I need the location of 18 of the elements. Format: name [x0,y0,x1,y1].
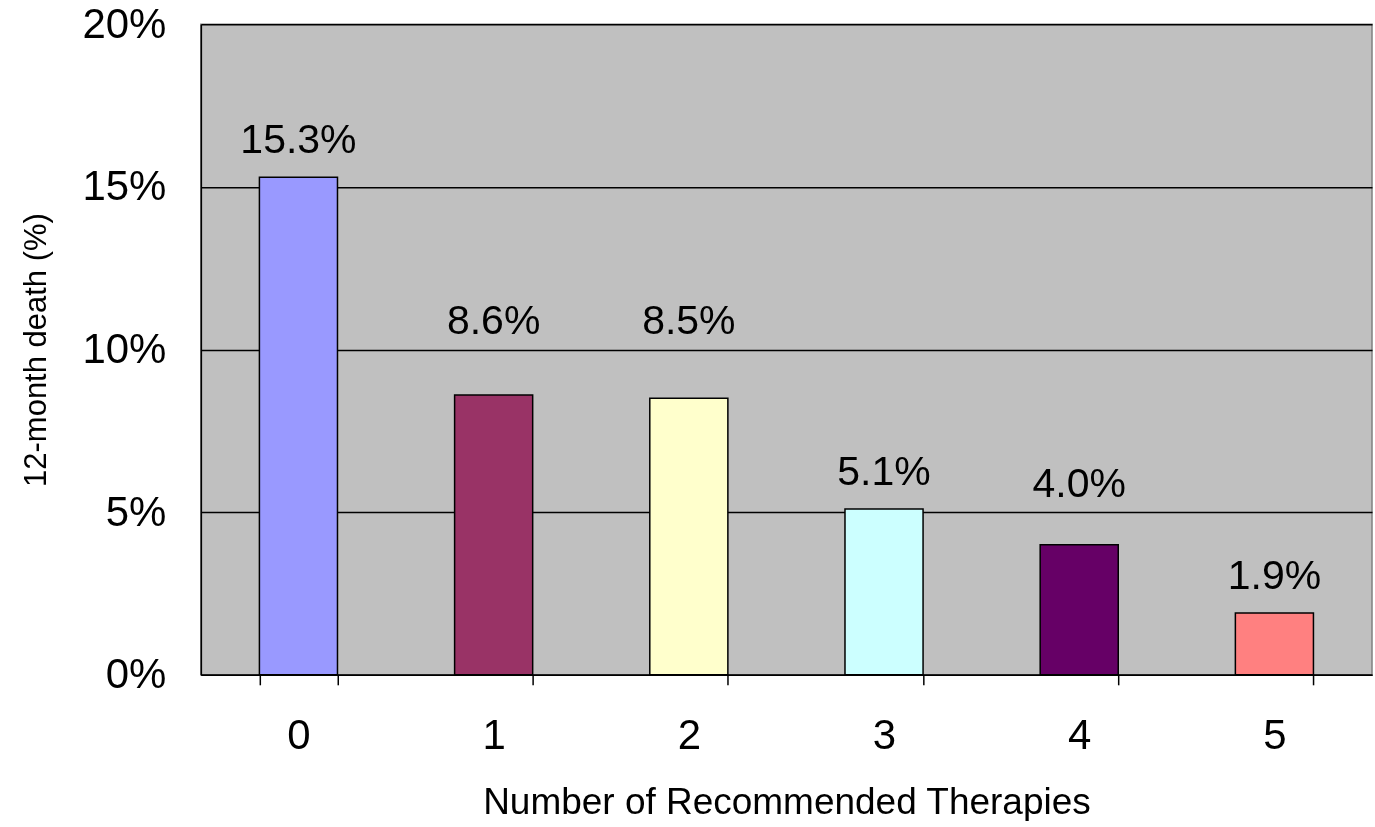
data-label: 4.0% [1032,459,1126,506]
y-tick-label: 0% [105,650,167,698]
y-tick-label: 20% [82,0,167,47]
x-tick-label: 5 [1263,711,1287,759]
y-tick-label: 10% [82,325,167,373]
y-axis-title: 12-month death (%) [18,213,54,487]
data-label: 1.9% [1227,552,1322,599]
x-tick-label: 2 [677,711,701,759]
x-tick-label: 4 [1068,711,1092,759]
data-label: 5.1% [837,447,931,494]
x-tick-label: 0 [287,711,311,759]
x-tick-label: 3 [872,711,897,759]
data-label: 15.3% [240,116,357,163]
y-tick-label: 5% [105,487,167,535]
x-tick-label: 1 [482,711,506,759]
y-tick-label: 15% [82,162,167,210]
data-label: 8.6% [446,297,541,344]
data-label: 8.5% [642,297,736,344]
